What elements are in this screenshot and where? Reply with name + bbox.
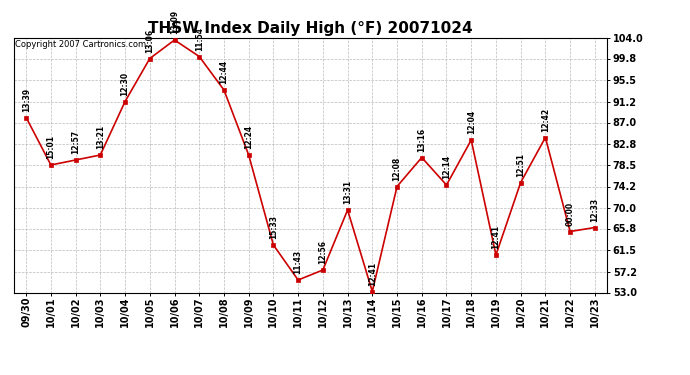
Text: 13:31: 13:31 [343, 180, 352, 204]
Text: 12:42: 12:42 [541, 108, 550, 132]
Text: 12:41: 12:41 [368, 262, 377, 286]
Text: 13:21: 13:21 [96, 125, 105, 150]
Text: 12:56: 12:56 [318, 240, 327, 264]
Text: 12:44: 12:44 [219, 60, 228, 84]
Text: 12:33: 12:33 [591, 198, 600, 222]
Text: 12:14: 12:14 [442, 155, 451, 180]
Text: 13:39: 13:39 [21, 88, 30, 112]
Text: 12:41: 12:41 [491, 225, 500, 249]
Text: 12:04: 12:04 [466, 110, 475, 135]
Text: 12:08: 12:08 [393, 157, 402, 181]
Text: 12:24: 12:24 [244, 125, 253, 150]
Text: 13:16: 13:16 [417, 128, 426, 152]
Text: 12:51: 12:51 [516, 153, 525, 177]
Text: 13:09: 13:09 [170, 10, 179, 34]
Text: 15:33: 15:33 [269, 216, 278, 240]
Text: 11:54: 11:54 [195, 27, 204, 51]
Text: 13:06: 13:06 [146, 29, 155, 53]
Title: THSW Index Daily High (°F) 20071024: THSW Index Daily High (°F) 20071024 [148, 21, 473, 36]
Text: 12:57: 12:57 [71, 130, 80, 154]
Text: 15:01: 15:01 [46, 135, 55, 159]
Text: 12:30: 12:30 [121, 72, 130, 96]
Text: 00:00: 00:00 [566, 202, 575, 226]
Text: 11:43: 11:43 [294, 251, 303, 274]
Text: Copyright 2007 Cartronics.com: Copyright 2007 Cartronics.com [15, 40, 146, 49]
